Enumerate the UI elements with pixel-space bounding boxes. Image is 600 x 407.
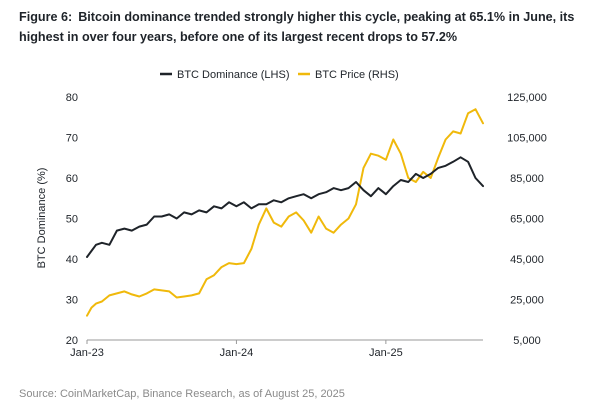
y2-tick-label: 5,000: [513, 335, 541, 347]
x-tick-label: Jan-24: [220, 347, 254, 359]
source-note: Source: CoinMarketCap, Binance Research,…: [19, 388, 345, 400]
y2-tick-label: 25,000: [510, 295, 544, 307]
y-tick-label: 60: [66, 173, 78, 185]
btc-price-line: [86, 108, 484, 317]
btc-dominance-line: [86, 156, 484, 258]
chart-title: Figure 6: Bitcoin dominance trended stron…: [19, 7, 594, 47]
y2-tick-label: 45,000: [510, 254, 544, 266]
y2-tick-label: 125,000: [507, 92, 547, 104]
y2-tick-label: 65,000: [510, 214, 544, 226]
y-axis-label: BTC Dominance (%): [36, 168, 48, 269]
y-tick-label: 30: [66, 295, 78, 307]
x-tick-label: Jan-23: [70, 347, 104, 359]
y-tick-label: 40: [66, 254, 78, 266]
title-text: Bitcoin dominance trended strongly highe…: [19, 10, 575, 44]
legend-label-dominance: BTC Dominance (LHS): [177, 69, 289, 81]
legend: BTC Dominance (LHS) BTC Price (RHS): [160, 69, 399, 81]
legend-label-price: BTC Price (RHS): [315, 69, 399, 81]
x-tick-label: Jan-25: [369, 347, 403, 359]
figure-label: Figure 6:: [19, 10, 73, 24]
y2-tick-label: 85,000: [510, 173, 544, 185]
y-tick-label: 70: [66, 133, 78, 145]
y-tick-label: 20: [66, 335, 78, 347]
y-tick-label: 50: [66, 214, 78, 226]
y2-tick-label: 105,000: [507, 133, 547, 145]
y-tick-label: 80: [66, 92, 78, 104]
